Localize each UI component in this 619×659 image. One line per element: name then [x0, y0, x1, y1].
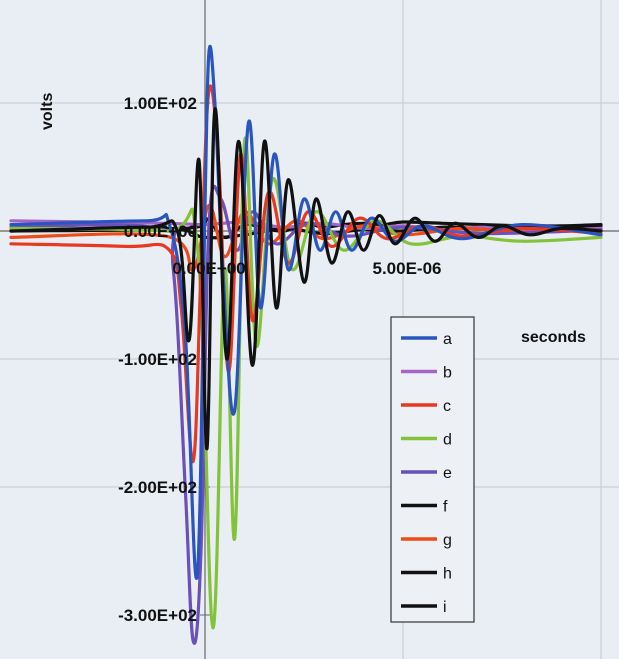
series-line-b	[9, 219, 603, 233]
legend-label-f: f	[443, 499, 448, 516]
legend-label-d: d	[443, 432, 452, 449]
legend-label-i: i	[443, 599, 447, 616]
legend-label-g: g	[443, 532, 452, 549]
x-tick-label: 5.00E-06	[373, 259, 442, 278]
series-lines	[9, 44, 603, 645]
x-tick-label: 0.00E+00	[172, 259, 245, 278]
legend-label-a: a	[443, 331, 452, 348]
legend-label-e: e	[443, 465, 452, 482]
y-tick-label: -3.00E+02	[118, 606, 197, 625]
legend-label-h: h	[443, 566, 452, 583]
legend-box	[390, 316, 475, 623]
y-axis-title: volts	[39, 93, 56, 130]
series-line-h	[9, 107, 603, 451]
legend-label-b: b	[443, 365, 452, 382]
y-tick-label: 1.00E+02	[124, 94, 197, 113]
series-line-a	[9, 44, 603, 581]
y-tick-label: -1.00E+02	[118, 350, 197, 369]
legend-label-c: c	[443, 398, 451, 415]
y-tick-label: -2.00E+02	[118, 478, 197, 497]
x-axis-title: seconds	[521, 329, 586, 346]
y-tick-label: 0.00E+00	[124, 222, 197, 241]
tick-labels: 1.00E+02 0.00E+00 -1.00E+02 -2.00E+02 -3.00E…	[39, 93, 586, 625]
